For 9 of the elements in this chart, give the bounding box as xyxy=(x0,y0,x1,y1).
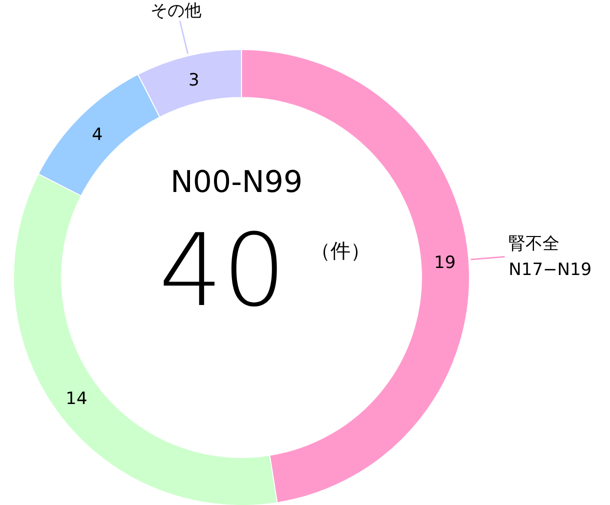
text: （件） xyxy=(310,238,370,262)
slice-label: 腎不全 N17−N19 xyxy=(508,234,592,280)
text: N00-N99 xyxy=(170,165,303,200)
data-label: 3 xyxy=(188,70,200,91)
data-label: 14 xyxy=(66,388,88,409)
text: 40 xyxy=(158,212,286,329)
data-label: 19 xyxy=(434,252,456,273)
slice-label: その他 xyxy=(150,0,202,21)
data-label: 4 xyxy=(92,124,103,145)
